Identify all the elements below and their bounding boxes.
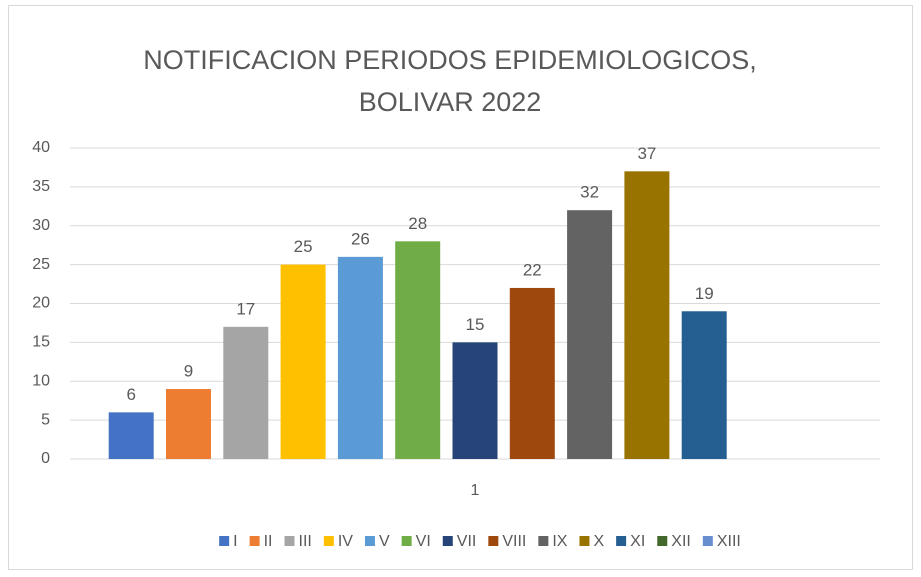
bar (509, 287, 555, 459)
legend-label: V (379, 533, 390, 550)
legend-label: III (299, 533, 312, 550)
legend-swatch (538, 536, 549, 546)
legend-swatch (364, 536, 375, 546)
data-label: 6 (126, 385, 135, 404)
bar (223, 326, 269, 459)
legend-label: VI (416, 533, 431, 550)
legend-swatch (284, 536, 295, 546)
bar (395, 241, 441, 459)
bar (681, 311, 727, 459)
bar (337, 256, 383, 459)
data-label: 9 (184, 362, 193, 381)
y-tick-label: 15 (32, 334, 50, 351)
legend-swatch (442, 536, 453, 546)
legend-swatch (488, 536, 499, 546)
legend-swatch (323, 536, 334, 546)
legend-swatch (657, 536, 668, 546)
data-label: 32 (580, 183, 599, 202)
y-tick-label: 20 (32, 295, 50, 312)
legend-swatch (401, 536, 412, 546)
legend-label: II (264, 533, 273, 550)
y-tick-label: 5 (41, 411, 50, 428)
chart-title: NOTIFICACION PERIODOS EPIDEMIOLOGICOS, (143, 45, 757, 75)
legend-label: IX (552, 533, 567, 550)
bar (567, 210, 613, 459)
y-tick-label: 35 (32, 178, 50, 195)
bar (624, 171, 670, 459)
data-label: 17 (236, 299, 255, 318)
data-label: 25 (294, 237, 313, 256)
y-tick-label: 10 (32, 372, 50, 389)
legend-swatch (579, 536, 590, 546)
y-tick-label: 40 (32, 139, 50, 156)
x-tick-label: 1 (471, 482, 480, 499)
y-tick-label: 30 (32, 217, 50, 234)
chart-title: BOLIVAR 2022 (359, 87, 542, 117)
legend-label: XIII (717, 533, 741, 550)
y-tick-label: 25 (32, 256, 50, 273)
bar (166, 389, 211, 459)
legend-label: IV (338, 533, 353, 550)
bar (280, 264, 326, 459)
legend-label: XII (671, 533, 691, 550)
legend-swatch (616, 536, 627, 546)
data-label: 19 (695, 284, 714, 303)
legend-swatch (249, 536, 260, 546)
bar (452, 342, 498, 459)
data-label: 15 (466, 315, 485, 334)
legend-label: X (593, 533, 604, 550)
bar (108, 412, 154, 459)
chart-frame (8, 5, 913, 570)
legend-label: VIII (502, 533, 526, 550)
data-label: 22 (523, 260, 542, 279)
y-tick-label: 0 (41, 450, 50, 467)
legend-label: XI (630, 533, 645, 550)
legend-label: VII (457, 533, 477, 550)
legend-swatch (219, 536, 230, 546)
data-label: 28 (408, 214, 427, 233)
data-label: 37 (637, 144, 656, 163)
legend-label: I (233, 533, 237, 550)
legend-swatch (702, 536, 713, 546)
data-label: 26 (351, 229, 370, 248)
